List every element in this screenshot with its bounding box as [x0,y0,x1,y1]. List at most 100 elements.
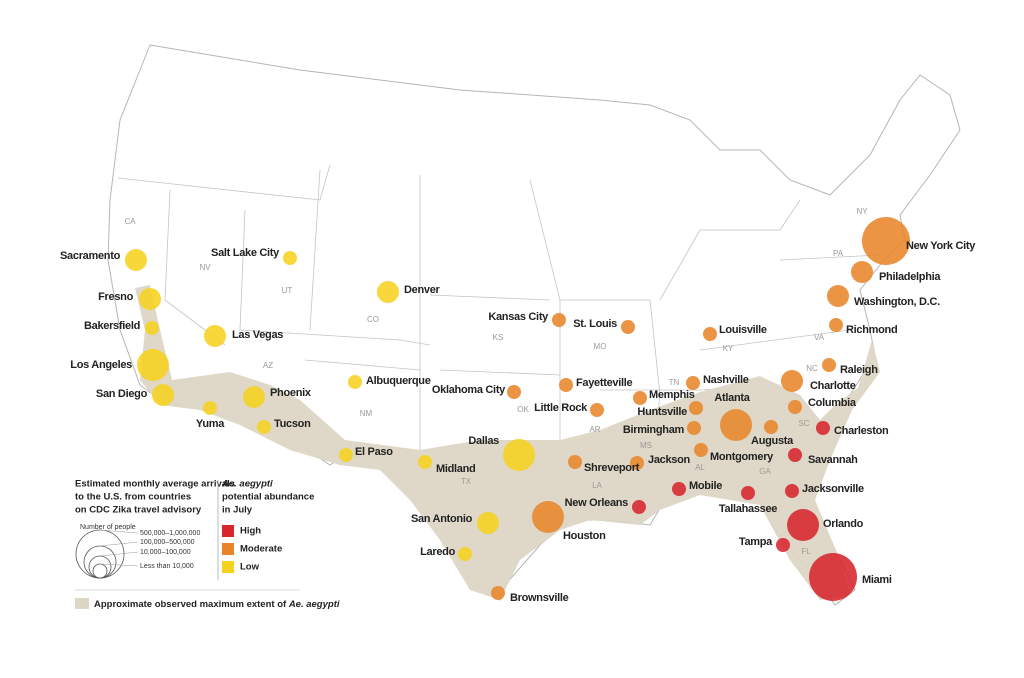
state-label: MS [640,441,652,450]
size-key-label: Less than 10,000 [140,563,194,570]
city-label: Brownsville [510,592,569,604]
size-key-label: 100,000–500,000 [140,539,195,546]
city-marker [633,391,647,405]
city-label: Birmingham [623,424,685,436]
state-label: AL [695,463,705,472]
city-marker [418,455,432,469]
city-marker [145,321,159,335]
city-label: Fayetteville [576,377,633,389]
size-key-label: 10,000–100,000 [140,549,191,556]
city-label: Las Vegas [232,329,283,341]
legend-title: on CDC Zika travel advisory [75,505,202,516]
size-key [83,545,117,579]
abundance-swatch [222,561,234,573]
legend-title: Estimated monthly average arrivals [75,479,235,490]
city-label: Louisville [719,324,767,336]
size-key-leader [99,551,139,557]
city-label: Yuma [196,418,225,430]
city-marker [257,420,271,434]
city-marker [829,318,843,332]
city-marker [632,500,646,514]
abundance-swatch [222,525,234,537]
city-label: Jacksonville [802,483,864,495]
city-marker [503,439,535,471]
state-label: NC [806,364,818,373]
state-label: CA [124,217,136,226]
city-marker [477,512,499,534]
city-marker [532,501,564,533]
abundance-label: High [240,526,261,537]
city-label: Tampa [739,536,773,548]
city-label: Salt Lake City [211,247,280,259]
city-marker [764,420,778,434]
state-label: SC [798,419,809,428]
city-label: Tucson [274,418,311,430]
extent-swatch [75,598,89,609]
city-label: El Paso [355,446,393,458]
city-marker [283,251,297,265]
size-key [92,563,108,579]
city-marker [689,401,703,415]
abundance-title: potential abundance [222,492,314,503]
city-marker [377,281,399,303]
city-marker [139,288,161,310]
city-marker [720,409,752,441]
state-label: KY [723,344,734,353]
city-marker [672,482,686,496]
city-label: Jackson [648,454,691,466]
abundance-label: Low [240,562,260,573]
state-label: CO [367,315,379,324]
city-label: Dallas [468,435,499,447]
city-label: Laredo [420,546,455,558]
city-marker [630,456,644,470]
state-label: VA [814,333,825,342]
city-marker [552,313,566,327]
size-caption: Number of people [80,524,136,531]
city-marker [741,486,755,500]
city-label: Albuquerque [366,375,431,387]
abundance-swatch [222,543,234,555]
city-marker [491,586,505,600]
city-marker [776,538,790,552]
city-marker [827,285,849,307]
city-label: Washington, D.C. [854,296,940,308]
state-label: TN [669,378,680,387]
state-label: NY [856,207,868,216]
city-label: Huntsville [637,406,687,418]
city-label: Little Rock [534,402,588,414]
city-marker [590,403,604,417]
extent-label: Approximate observed maximum extent of A… [94,599,340,610]
size-key-leader [99,541,139,547]
size-key-leader [99,563,139,567]
state-label: PA [833,249,844,258]
city-label: Atlanta [714,392,750,404]
city-label: Nashville [703,374,749,386]
abundance-title: in July [222,505,253,516]
city-label: Bakersfield [84,320,140,332]
city-label: Orlando [823,518,864,530]
city-marker [125,249,147,271]
city-label: Philadelphia [879,271,941,283]
state-label: FL [801,547,811,556]
city-marker [152,384,174,406]
city-marker [203,401,217,415]
city-marker [507,385,521,399]
city-label: Augusta [751,435,794,447]
city-marker [348,375,362,389]
state-label: AR [589,425,600,434]
city-label: Memphis [649,389,695,401]
city-label: St. Louis [573,318,617,330]
city-label: Los Angeles [70,359,132,371]
state-label: NV [199,263,211,272]
city-marker [788,448,802,462]
state-label: TX [461,477,472,486]
city-marker [686,376,700,390]
state-label: GA [759,467,771,476]
city-marker [781,370,803,392]
state-label: KS [493,333,504,342]
legend-title: to the U.S. from countries [75,492,191,503]
city-label: San Diego [96,388,148,400]
city-label: Fresno [98,291,133,303]
city-label: Oklahoma City [432,384,506,396]
